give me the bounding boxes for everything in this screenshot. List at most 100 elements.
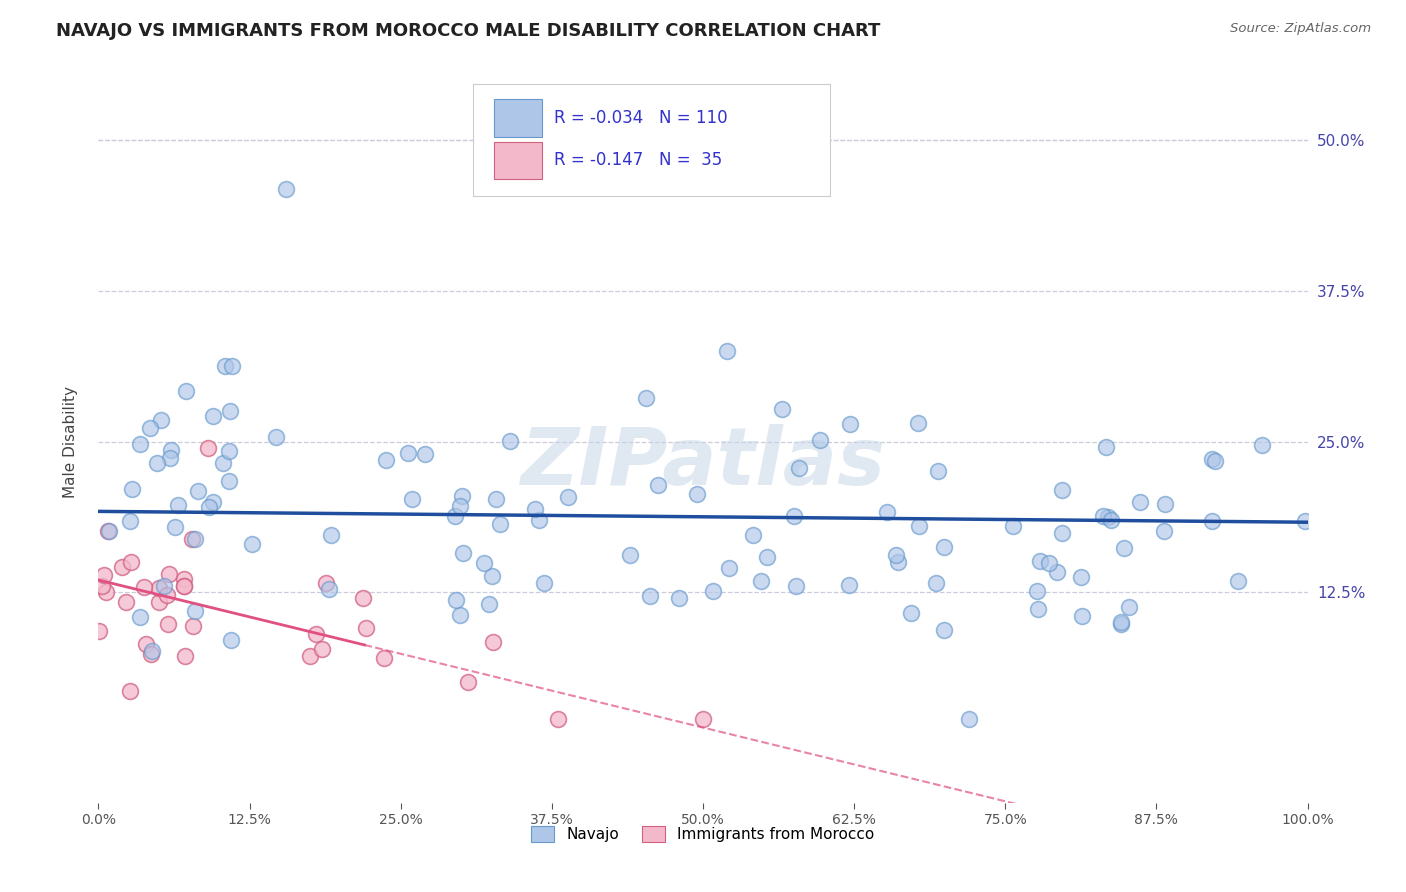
Point bbox=[148, 581, 170, 595]
Point bbox=[1052, 525, 1074, 540]
Point bbox=[1201, 514, 1223, 528]
Point bbox=[94, 584, 117, 599]
Text: NAVAJO VS IMMIGRANTS FROM MOROCCO MALE DISABILITY CORRELATION CHART: NAVAJO VS IMMIGRANTS FROM MOROCCO MALE D… bbox=[56, 22, 880, 40]
Point bbox=[181, 618, 204, 632]
Legend: Navajo, Immigrants from Morocco: Navajo, Immigrants from Morocco bbox=[531, 826, 875, 842]
Point bbox=[153, 579, 176, 593]
Point bbox=[1109, 617, 1132, 632]
Point bbox=[957, 712, 980, 726]
Point bbox=[884, 548, 907, 562]
Point bbox=[499, 434, 522, 448]
Point bbox=[742, 527, 765, 541]
Point bbox=[886, 555, 908, 569]
Point bbox=[157, 566, 180, 581]
Point bbox=[1204, 454, 1226, 468]
Point bbox=[156, 616, 179, 631]
Point bbox=[453, 546, 475, 560]
Point bbox=[478, 597, 501, 611]
FancyBboxPatch shape bbox=[474, 84, 830, 196]
Point bbox=[927, 464, 949, 478]
Point bbox=[787, 461, 810, 475]
Point bbox=[242, 537, 264, 551]
Point bbox=[446, 593, 468, 607]
Point bbox=[167, 498, 190, 512]
Point bbox=[524, 502, 547, 516]
Point bbox=[174, 384, 197, 399]
Point bbox=[221, 359, 243, 373]
Point bbox=[619, 548, 641, 562]
Point bbox=[692, 712, 714, 726]
Point bbox=[1251, 438, 1274, 452]
Point bbox=[1118, 599, 1140, 614]
Point bbox=[1129, 494, 1152, 508]
Point bbox=[449, 607, 471, 622]
Point bbox=[472, 556, 495, 570]
Point bbox=[305, 626, 328, 640]
Point bbox=[187, 484, 209, 499]
Point bbox=[838, 578, 860, 592]
Point bbox=[159, 443, 181, 458]
Point bbox=[184, 604, 207, 618]
Point bbox=[876, 505, 898, 519]
Point bbox=[373, 651, 395, 665]
Point bbox=[1294, 514, 1316, 528]
Point bbox=[444, 508, 467, 523]
Point bbox=[139, 420, 162, 434]
Point bbox=[1201, 452, 1223, 467]
Point bbox=[413, 447, 436, 461]
Point bbox=[156, 588, 179, 602]
Point bbox=[481, 569, 503, 583]
Point bbox=[547, 712, 569, 726]
Point bbox=[218, 443, 240, 458]
Point bbox=[908, 519, 931, 533]
Point bbox=[93, 567, 115, 582]
Point bbox=[114, 594, 136, 608]
Point bbox=[266, 429, 288, 443]
Point bbox=[211, 456, 233, 470]
Point bbox=[398, 446, 420, 460]
Point bbox=[932, 540, 955, 554]
Point bbox=[770, 402, 793, 417]
Point bbox=[318, 582, 340, 596]
Point bbox=[647, 478, 669, 492]
Point bbox=[1026, 583, 1049, 598]
Point bbox=[783, 509, 806, 524]
Point bbox=[87, 624, 110, 638]
Point bbox=[181, 533, 204, 547]
Point bbox=[219, 632, 242, 647]
Point bbox=[165, 520, 187, 534]
Point bbox=[785, 579, 807, 593]
Point bbox=[159, 450, 181, 465]
Point bbox=[120, 514, 142, 528]
Point bbox=[214, 359, 236, 374]
Point bbox=[1002, 519, 1025, 533]
Point bbox=[184, 532, 207, 546]
Point bbox=[1050, 483, 1073, 497]
Text: R = -0.147   N =  35: R = -0.147 N = 35 bbox=[554, 152, 723, 169]
Point bbox=[202, 409, 225, 424]
Point bbox=[139, 647, 162, 661]
Text: ZIPatlas: ZIPatlas bbox=[520, 425, 886, 502]
Point bbox=[907, 416, 929, 430]
Point bbox=[111, 560, 134, 574]
Point bbox=[1038, 556, 1060, 570]
Point bbox=[218, 403, 240, 417]
Point bbox=[173, 579, 195, 593]
Point bbox=[98, 524, 121, 539]
Point bbox=[146, 456, 169, 470]
Point bbox=[900, 607, 922, 621]
Point bbox=[148, 595, 170, 609]
Point bbox=[1026, 602, 1049, 616]
Point bbox=[201, 495, 224, 509]
Point bbox=[374, 453, 396, 467]
Point bbox=[1070, 569, 1092, 583]
Point bbox=[311, 641, 333, 656]
Point bbox=[319, 528, 342, 542]
Point bbox=[686, 487, 709, 501]
Point bbox=[718, 561, 741, 575]
Point bbox=[481, 635, 503, 649]
Point bbox=[218, 474, 240, 488]
Point bbox=[636, 391, 658, 405]
Point bbox=[451, 489, 474, 503]
Point bbox=[488, 517, 510, 532]
